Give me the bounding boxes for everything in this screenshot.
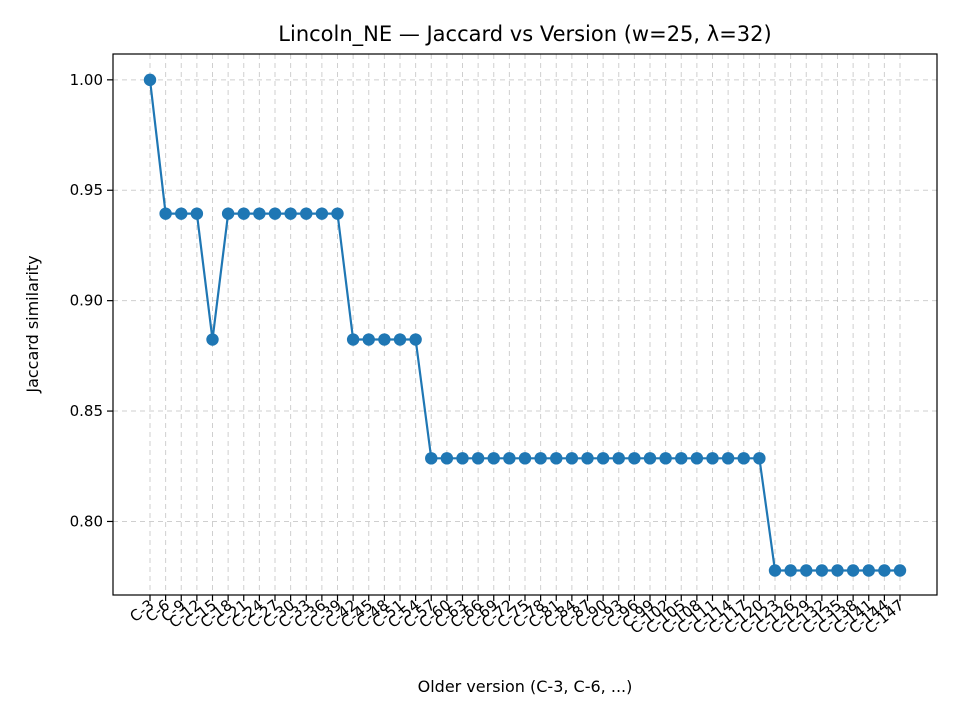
y-axis-label: Jaccard similarity [23, 255, 42, 393]
data-point [268, 207, 282, 220]
data-point [331, 207, 344, 220]
data-point [581, 452, 594, 465]
data-point [596, 452, 610, 465]
data-point [784, 564, 797, 577]
grid [113, 54, 937, 595]
data-point [768, 564, 782, 577]
y-tick-label: 1.00 [70, 71, 103, 89]
chart-title: Lincoln_NE — Jaccard vs Version (w=25, λ… [278, 22, 771, 47]
data-point [143, 73, 157, 87]
x-axis-label: Older version (C-3, C-6, ...) [418, 677, 633, 696]
data-point [612, 452, 625, 465]
data-point [440, 452, 454, 465]
data-point [300, 207, 313, 220]
data-point [518, 452, 532, 465]
data-point [721, 452, 735, 465]
data-point [675, 452, 688, 465]
data-point [253, 207, 266, 220]
data-point [565, 452, 579, 465]
data-point [315, 207, 329, 220]
data-point [815, 564, 829, 577]
data-point [659, 452, 672, 465]
data-point [393, 333, 407, 346]
data-point [534, 452, 547, 465]
data-point [737, 452, 750, 465]
data-point [706, 452, 719, 465]
y-tick-label: 0.90 [70, 292, 103, 310]
y-tick-label: 0.85 [70, 402, 103, 420]
y-tick-label: 0.80 [70, 512, 103, 530]
x-axis: C-3C-6C-9C-12C-15C-18C-21C-24C-27C-30C-3… [126, 595, 907, 638]
data-point [628, 452, 641, 465]
data-point [378, 333, 391, 346]
data-point [221, 207, 235, 220]
data-point [878, 564, 891, 577]
data-point [550, 452, 563, 465]
data-point [456, 452, 469, 465]
data-point [487, 452, 500, 465]
data-point [503, 452, 516, 465]
data-point [362, 333, 375, 346]
data-point [862, 564, 875, 577]
data-point [471, 452, 485, 465]
data-point [346, 333, 360, 346]
data-point [409, 333, 422, 346]
data-point [425, 452, 438, 465]
y-tick-label: 0.95 [70, 181, 103, 199]
data-point [893, 564, 907, 577]
data-point [159, 207, 172, 220]
data-point [175, 207, 188, 220]
data-point [753, 452, 766, 465]
series [143, 73, 907, 577]
data-point [643, 452, 657, 465]
data-point [237, 207, 250, 220]
data-point [800, 564, 813, 577]
data-point [690, 452, 704, 465]
data-point [831, 564, 844, 577]
data-point [190, 207, 204, 220]
data-point [284, 207, 297, 220]
y-axis: 0.80 0.85 0.90 0.95 1.00 [70, 71, 113, 530]
data-point [846, 564, 860, 577]
data-point [206, 333, 219, 346]
